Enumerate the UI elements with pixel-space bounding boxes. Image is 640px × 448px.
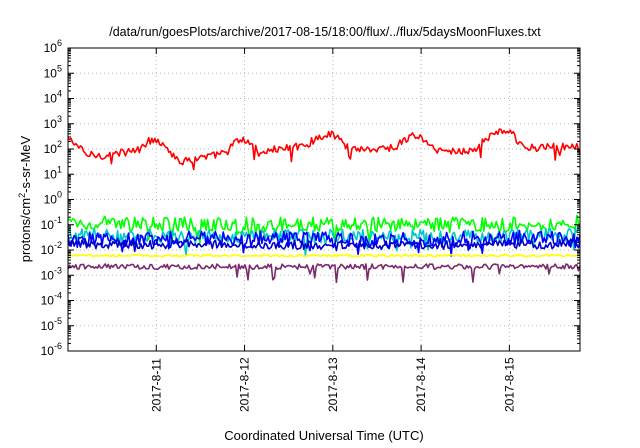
y-tick-base: 10 bbox=[44, 117, 58, 131]
y-tick-base: 10 bbox=[44, 193, 58, 207]
y-tick-base: 10 bbox=[44, 92, 58, 106]
y-tick-label: 10-3 bbox=[41, 265, 62, 282]
y-tick-exponent: 2 bbox=[57, 139, 62, 149]
y-tick-exponent: 5 bbox=[57, 63, 62, 73]
x-tick-label: 2017-8-11 bbox=[149, 358, 163, 412]
y-tick-base: 10 bbox=[41, 294, 55, 308]
y-tick-label: 105 bbox=[44, 63, 62, 80]
y-axis-title-sup: 2 bbox=[17, 193, 27, 198]
x-axis-labels: 2017-8-11 2017-8-12 2017-8-13 2017-8-14 2017… bbox=[149, 357, 516, 412]
y-axis-title-main: protons/cm bbox=[18, 198, 33, 262]
x-tick-label: 2017-8-13 bbox=[326, 357, 340, 412]
series-line-6 bbox=[67, 263, 581, 284]
y-tick-exponent: -4 bbox=[54, 291, 62, 301]
y-tick-label: 100 bbox=[44, 190, 62, 207]
x-tick-label: 2017-8-12 bbox=[238, 357, 252, 412]
y-tick-label: 10-2 bbox=[41, 240, 62, 257]
y-tick-label: 10-4 bbox=[41, 291, 62, 308]
y-tick-label: 102 bbox=[44, 139, 62, 156]
y-axis-title-tail: -s-sr-MeV bbox=[18, 135, 33, 192]
y-tick-exponent: -3 bbox=[54, 265, 62, 275]
series-line-2 bbox=[67, 227, 581, 257]
y-tick-base: 10 bbox=[41, 344, 55, 358]
y-tick-exponent: 3 bbox=[57, 114, 62, 124]
y-tick-label: 10-5 bbox=[41, 316, 62, 333]
y-tick-base: 10 bbox=[41, 218, 55, 232]
y-tick-exponent: 1 bbox=[57, 164, 62, 174]
grid bbox=[68, 48, 580, 351]
x-axis-title: Coordinated Universal Time (UTC) bbox=[224, 428, 423, 443]
y-tick-label: 10-1 bbox=[41, 215, 62, 232]
y-tick-label: 10-6 bbox=[41, 341, 62, 358]
y-tick-label: 103 bbox=[44, 114, 62, 131]
y-tick-label: 101 bbox=[44, 164, 62, 181]
y-tick-exponent: -6 bbox=[54, 341, 62, 351]
y-tick-base: 10 bbox=[41, 243, 55, 257]
y-tick-exponent: 0 bbox=[57, 190, 62, 200]
series-line-0 bbox=[67, 128, 581, 171]
y-tick-label: 106 bbox=[44, 38, 62, 55]
x-tick-label: 2017-8-15 bbox=[502, 357, 516, 412]
y-tick-base: 10 bbox=[44, 41, 58, 55]
y-tick-exponent: -2 bbox=[54, 240, 62, 250]
y-tick-exponent: -5 bbox=[54, 316, 62, 326]
y-tick-label: 104 bbox=[44, 89, 62, 106]
x-tick-label: 2017-8-14 bbox=[414, 357, 428, 412]
y-axis-labels: 10-610-510-410-310-210-11001011021031041… bbox=[41, 38, 62, 358]
chart-title: /data/run/goesPlots/archive/2017-08-15/1… bbox=[109, 25, 541, 39]
y-tick-exponent: -1 bbox=[54, 215, 62, 225]
y-tick-base: 10 bbox=[44, 66, 58, 80]
y-axis-title: protons/cm2-s-sr-MeV bbox=[17, 135, 33, 262]
axis-ticks bbox=[68, 47, 580, 352]
y-tick-base: 10 bbox=[41, 268, 55, 282]
series-line-1 bbox=[67, 214, 581, 245]
y-tick-exponent: 4 bbox=[57, 89, 62, 99]
y-tick-base: 10 bbox=[44, 167, 58, 181]
series-line-4 bbox=[67, 238, 581, 253]
series-line-5 bbox=[67, 253, 581, 258]
y-tick-base: 10 bbox=[41, 319, 55, 333]
y-tick-base: 10 bbox=[44, 142, 58, 156]
y-tick-exponent: 6 bbox=[57, 38, 62, 48]
series-lines bbox=[67, 128, 581, 284]
